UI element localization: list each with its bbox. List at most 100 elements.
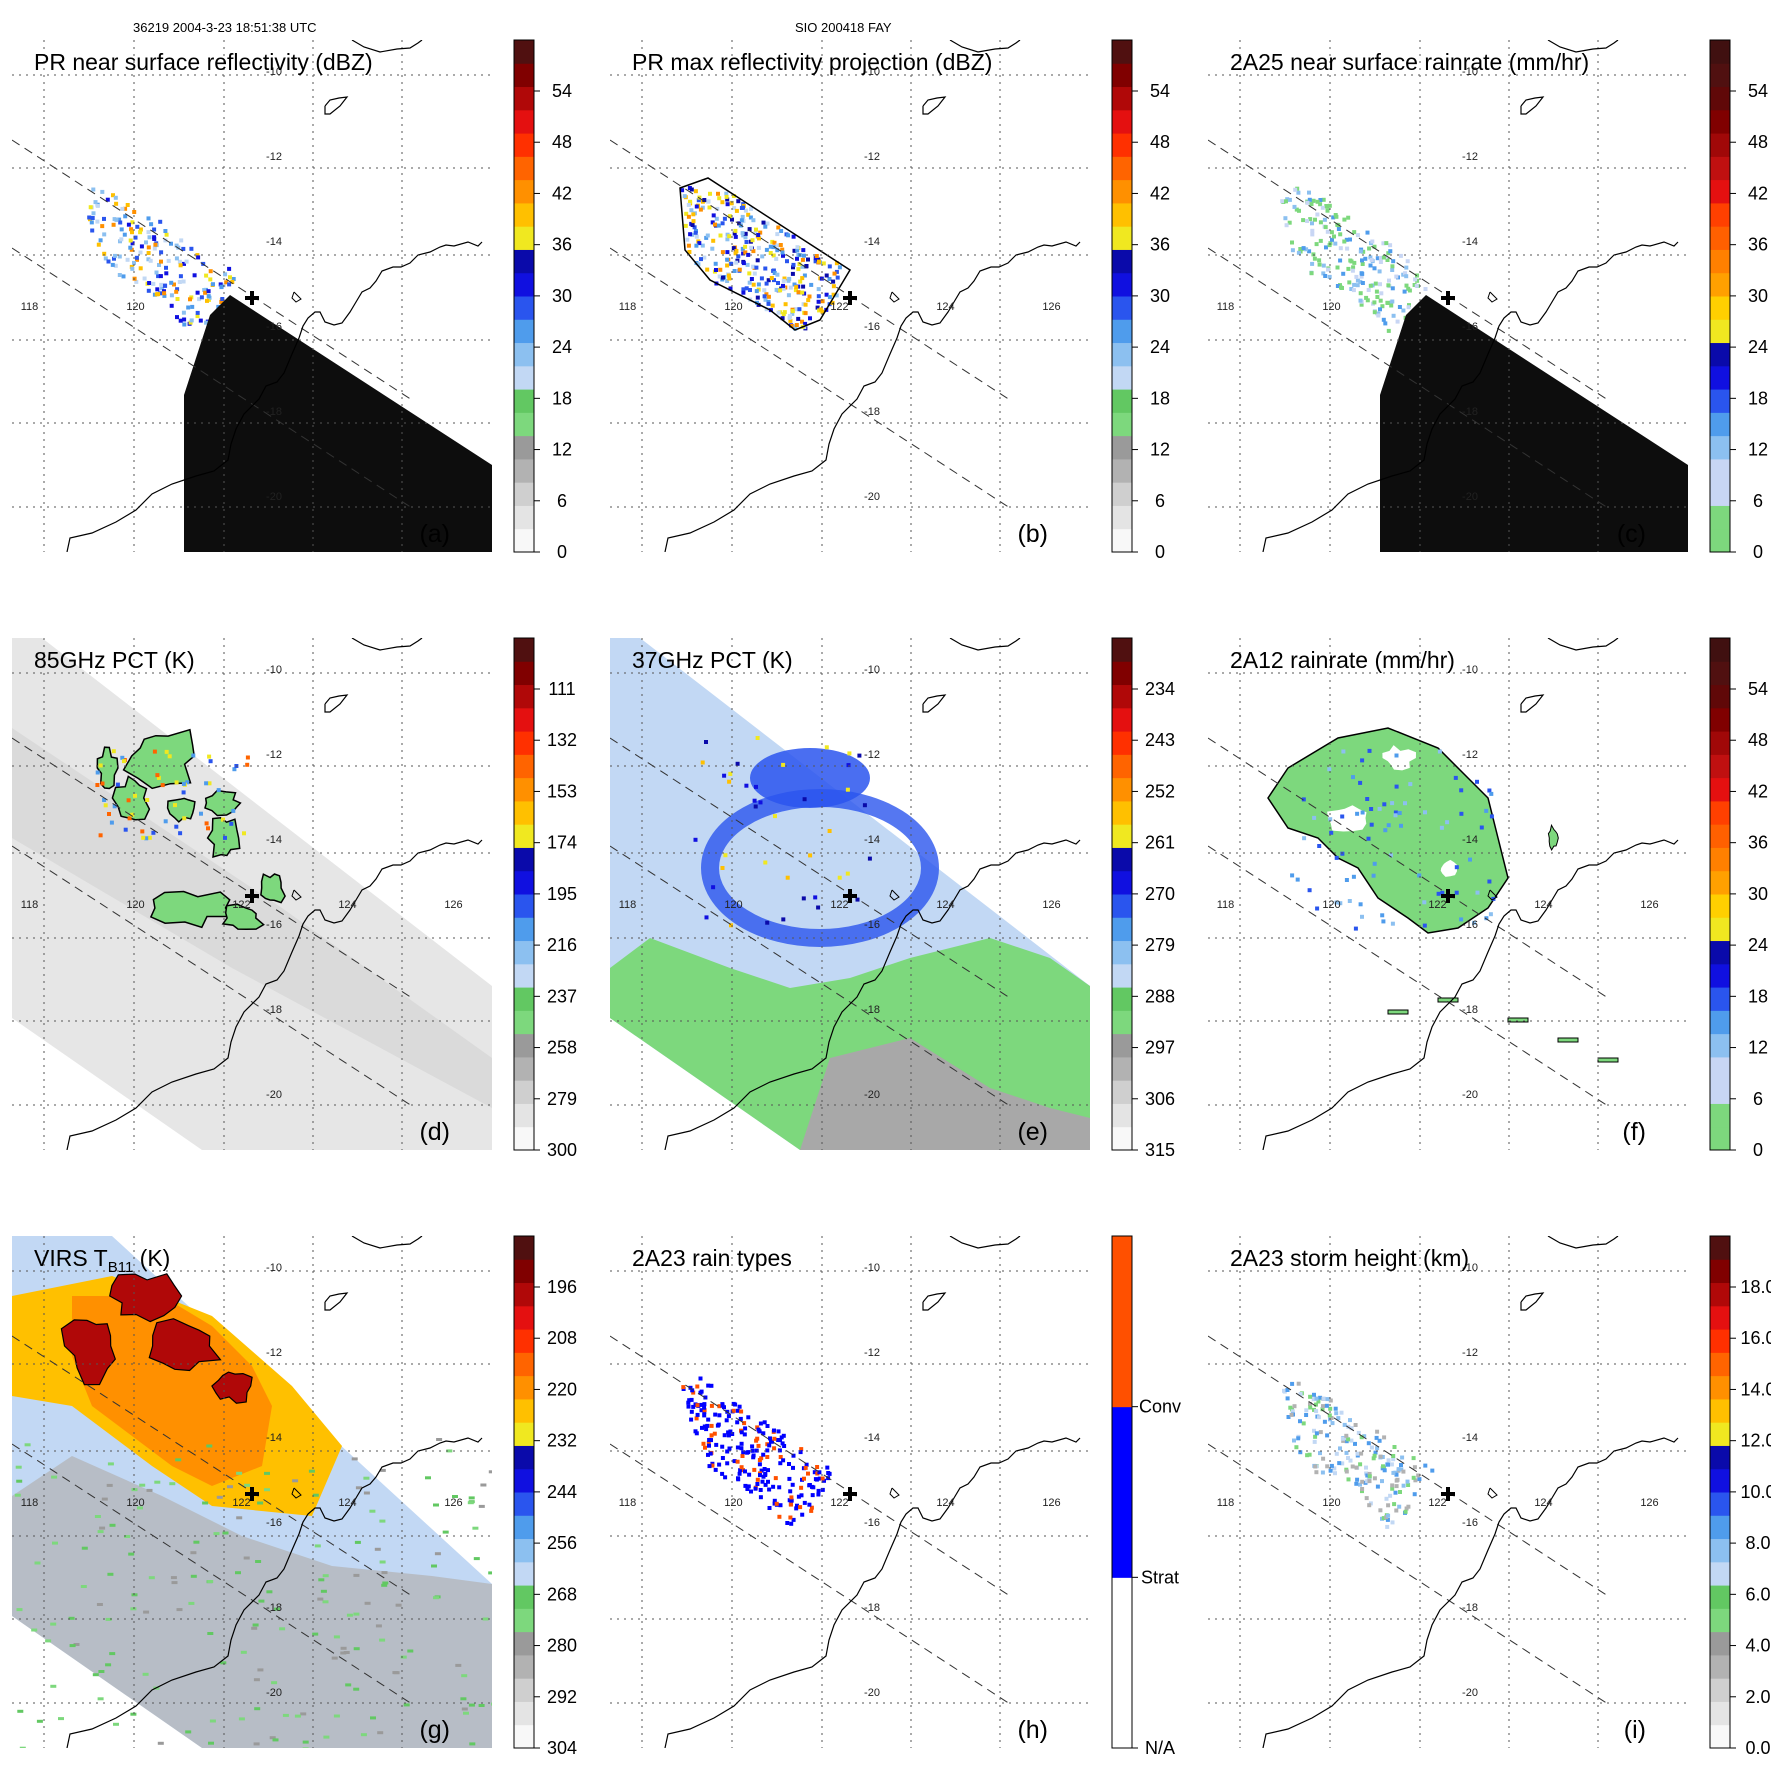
rain12-pixel bbox=[1445, 820, 1450, 825]
pct37-pixel bbox=[753, 804, 758, 809]
pr-max-pixel bbox=[790, 324, 795, 328]
rain12-pixel bbox=[1334, 900, 1339, 905]
colorbar-segment-g-20 bbox=[514, 1259, 534, 1284]
lat-label-d--18: -18 bbox=[266, 1004, 282, 1016]
colorbar-segment-i-20 bbox=[1710, 1259, 1730, 1284]
pr-max-pixel bbox=[740, 246, 745, 251]
pr-max-pixel bbox=[733, 251, 738, 256]
rain25-pixel bbox=[1384, 241, 1389, 246]
storm-height-pixel bbox=[1356, 1430, 1361, 1435]
pr-echo-pixel bbox=[223, 272, 228, 277]
rain-type-pixel bbox=[790, 1482, 795, 1487]
pr-max-pixel bbox=[781, 286, 786, 291]
colorbar-label-i-0.0: 0.0 bbox=[1745, 1738, 1770, 1758]
virs-low-cloud bbox=[45, 1639, 52, 1643]
virs-low-cloud bbox=[395, 1603, 402, 1607]
rain25-pixel bbox=[1305, 219, 1310, 223]
pr-max-pixel bbox=[734, 249, 739, 253]
storm-height-pixel bbox=[1298, 1392, 1303, 1396]
lon-label-i-118: 118 bbox=[1217, 1497, 1235, 1509]
rain25-pixel bbox=[1307, 197, 1312, 202]
colorbar-label-c-36: 36 bbox=[1748, 235, 1768, 255]
virs-low-cloud bbox=[379, 1638, 386, 1642]
colorbar-segment-f-1 bbox=[1710, 1103, 1730, 1128]
colorbar-segment-g-14 bbox=[514, 1398, 534, 1423]
swath-edge-lower-d bbox=[12, 845, 413, 1107]
storm-height-pixel bbox=[1417, 1477, 1422, 1482]
lat-label-f--20: -20 bbox=[1462, 1089, 1478, 1101]
rain-type-pixel bbox=[777, 1448, 782, 1453]
lat-label-c--16: -16 bbox=[1462, 321, 1478, 333]
swath-edge-upper-d bbox=[12, 737, 413, 999]
rain-type-pixel bbox=[728, 1429, 733, 1434]
rain25-pixel bbox=[1370, 239, 1375, 244]
storm-height-pixel bbox=[1412, 1465, 1417, 1470]
virs-low-cloud bbox=[157, 1741, 164, 1745]
pct85-cold-pixel bbox=[164, 749, 169, 754]
storm-height-pixel bbox=[1308, 1394, 1313, 1399]
storm-height-pixel bbox=[1292, 1404, 1297, 1409]
lon-label-h-122: 122 bbox=[830, 1497, 848, 1509]
colorbar-segment-e-17 bbox=[1112, 731, 1132, 755]
rain-type-pixel bbox=[746, 1415, 751, 1420]
rain-type-pixel bbox=[807, 1483, 812, 1487]
virs-low-cloud bbox=[340, 1651, 347, 1655]
colorbar-label-b-48: 48 bbox=[1150, 132, 1170, 152]
colorbar-segment-f-16 bbox=[1710, 754, 1730, 779]
pr-max-pixel bbox=[746, 212, 751, 217]
pr-max-pixel bbox=[754, 265, 759, 270]
pr-echo-pixel bbox=[206, 289, 211, 294]
rain25-pixel bbox=[1280, 199, 1285, 204]
pct37-pixel bbox=[862, 803, 867, 808]
pct37-pixel bbox=[827, 829, 832, 833]
rain25-pixel bbox=[1284, 199, 1288, 204]
colorbar-segment-i-7 bbox=[1710, 1561, 1730, 1586]
colorbar-segment-i-1 bbox=[1710, 1701, 1730, 1726]
rain-type-pixel bbox=[765, 1448, 770, 1453]
pr-max-pixel bbox=[749, 277, 754, 281]
swath-edge-upper-i bbox=[1208, 1335, 1609, 1597]
rain25-pixel bbox=[1377, 269, 1382, 274]
panel-label-h: (h) bbox=[1017, 1716, 1048, 1744]
pct85-cold-pixel bbox=[223, 835, 227, 840]
rain25-pixel bbox=[1405, 259, 1410, 264]
rain12-pixel bbox=[1459, 811, 1464, 816]
panel-label-g: (g) bbox=[419, 1716, 450, 1744]
pct85-cold-pixel bbox=[232, 767, 237, 772]
virs-low-cloud bbox=[220, 1661, 227, 1665]
rain12-pixel bbox=[1459, 917, 1464, 922]
storm-height-pixel bbox=[1380, 1479, 1384, 1484]
storm-height-pixel bbox=[1294, 1445, 1299, 1450]
pr-echo-pixel bbox=[174, 289, 179, 294]
colorbar-label-g-268: 268 bbox=[547, 1584, 577, 1604]
colorbar-label-e-243: 243 bbox=[1145, 730, 1175, 750]
colorbar-label-b-42: 42 bbox=[1150, 183, 1170, 203]
rain12-pixel bbox=[1360, 810, 1365, 815]
pr-echo-pixel bbox=[203, 290, 208, 295]
lat-label-c--12: -12 bbox=[1462, 151, 1478, 163]
virs-low-cloud bbox=[130, 1712, 137, 1716]
colorbar-label-f-24: 24 bbox=[1748, 935, 1768, 955]
storm-height-pixel bbox=[1318, 1451, 1322, 1456]
pr-echo-pixel bbox=[88, 205, 93, 210]
plus-marker-icon bbox=[245, 889, 259, 903]
rain25-pixel bbox=[1387, 278, 1391, 283]
rain25-pixel bbox=[1372, 310, 1377, 315]
map-f: 116118120122124126-10-12-14-16-18-20 bbox=[1208, 638, 1688, 1150]
colorbar-label-i-2.0: 2.0 bbox=[1745, 1687, 1770, 1707]
pr-echo-pixel bbox=[166, 258, 171, 263]
island-small-g bbox=[291, 1487, 302, 1499]
colorbar-segment-g-6 bbox=[514, 1585, 534, 1609]
lat-label-b--16: -16 bbox=[864, 321, 880, 333]
lat-label-e--18: -18 bbox=[864, 1004, 880, 1016]
rain12-gap-3 bbox=[1382, 745, 1416, 771]
pct85-cold-pixel bbox=[115, 782, 120, 787]
pr-max-pixel bbox=[762, 288, 767, 293]
pr-echo-pixel bbox=[102, 251, 107, 256]
storm-height-pixel bbox=[1378, 1454, 1383, 1459]
virs-low-cloud bbox=[143, 1610, 150, 1614]
pr-echo-pixel bbox=[211, 282, 215, 287]
rain25-pixel bbox=[1390, 286, 1395, 291]
rain25-pixel bbox=[1294, 207, 1299, 212]
storm-height-pixel bbox=[1375, 1446, 1380, 1451]
